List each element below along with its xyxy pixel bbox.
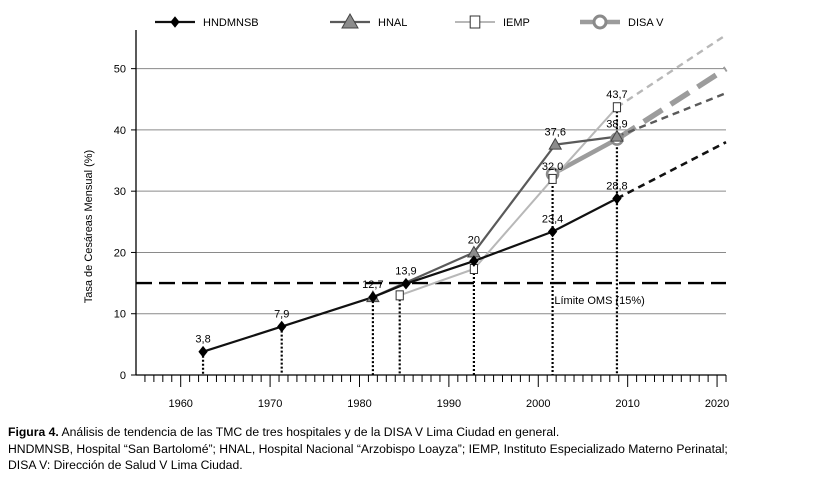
series-projection-hnal [616,92,727,138]
y-tick-label-30: 30 [114,186,126,198]
caption-text-1: Análisis de tendencia de las TMC de tres… [58,425,560,439]
data-label-7: 37,6 [545,127,566,139]
x-tick-label-2000: 2000 [526,398,550,410]
series-projection-hndmnsb [616,141,727,200]
reference-line-label: Límite OMS (15%) [554,295,644,307]
y-tick-label-50: 50 [114,64,126,76]
x-tick-label-1980: 1980 [347,398,371,410]
x-tick-label-2010: 2010 [615,398,639,410]
caption-line-2: HNDMNSB, Hospital “San Bartolomé”; HNAL,… [8,441,728,456]
data-label-5: 23,4 [542,214,563,226]
series-projection-disa-v [615,66,728,142]
series-marker-hnal-2 [548,137,563,150]
y-tick-label-40: 40 [114,125,126,137]
series-marker-iemp-2 [548,173,557,184]
y-tick-label-0: 0 [120,370,126,382]
series-line-hnal [372,135,618,299]
data-label-10: 43,7 [606,89,627,101]
legend-label-hndmnsb: HNDMNSB [203,17,259,29]
data-label-1: 7,9 [274,309,289,321]
caption-line-3: DISA V: Dirección de Salud V Lima Ciudad… [8,458,243,472]
series-marker-iemp-0 [395,290,404,301]
data-label-0: 3,8 [195,334,210,346]
series-marker-hndmnsb-5 [547,225,558,238]
series-projection-iemp [616,33,727,109]
legend-label-hnal: HNAL [378,17,407,29]
data-label-2: 12,7 [362,279,383,291]
series-marker-hndmnsb-4 [469,255,479,267]
x-tick-label-1990: 1990 [437,398,461,410]
series-line-iemp [399,106,618,297]
x-tick-label-1970: 1970 [258,398,282,410]
series-marker-hndmnsb-2 [368,291,378,303]
data-label-9: 38,9 [606,119,627,131]
legend-label-disa-v: DISA V [628,17,664,29]
y-tick-label-20: 20 [114,247,126,259]
data-label-8: 28,8 [606,181,627,193]
series-marker-hndmnsb-6 [612,192,622,205]
caption-title: Figura 4. [8,425,59,439]
y-tick-label-10: 10 [114,309,126,321]
series-marker-iemp-3 [612,102,622,113]
legend-marker-disa-v [592,14,608,30]
legend-marker-iemp [469,15,481,29]
data-label-3: 13,9 [395,266,416,278]
x-tick-label-2020: 2020 [705,398,729,410]
x-tick-label-1960: 1960 [168,398,192,410]
legend-label-iemp: IEMP [503,17,530,29]
figure-caption: Figura 4. Análisis de tendencia de las T… [8,424,823,474]
legend-marker-hndmnsb [170,16,180,28]
series-marker-hnal-3 [610,129,624,142]
series-marker-hndmnsb-0 [198,345,208,358]
data-label-4: 20 [468,234,480,246]
data-label-6: 32,0 [542,161,563,173]
y-axis-label: Tasa de Cesáreas Mensual (%) [83,150,95,303]
series-marker-hndmnsb-1 [277,320,287,333]
legend-marker-hnal [341,12,359,29]
chart: 0 10 20 30 40 50 1960 1970 1980 1990 2000 2010 2020 T… [83,12,729,410]
caption-line-1: Figura 4. Análisis de tendencia de las T… [8,424,823,441]
chart-svg: 0 10 20 30 40 50 1960 1970 1980 1990 2000 2010 2020 T… [83,12,729,410]
series-marker-hndmnsb-3 [401,277,411,290]
